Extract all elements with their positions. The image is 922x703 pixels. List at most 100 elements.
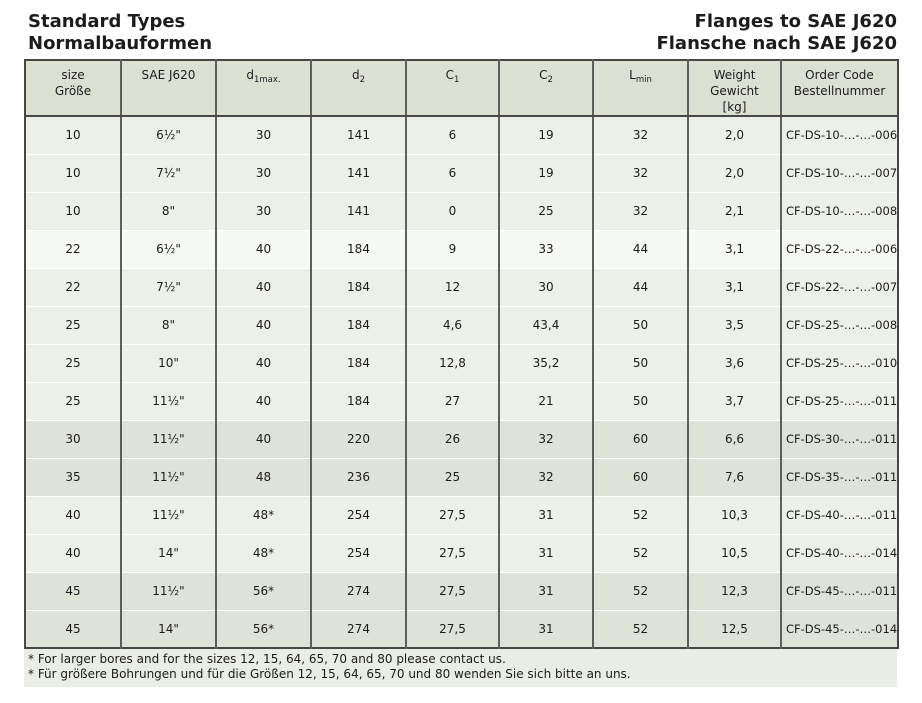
cell-sae-j620: 11½" <box>120 381 216 420</box>
cell-weight: 2,1 <box>687 191 781 230</box>
cell-d2: 141 <box>310 153 406 192</box>
cell-sae-j620: 7½" <box>120 153 216 192</box>
cell-c2: 19 <box>498 153 593 192</box>
cell-c1: 4,6 <box>405 305 499 344</box>
cell-d2: 141 <box>310 191 406 230</box>
cell-c2: 35,2 <box>498 343 593 382</box>
cell-sae-j620: 11½" <box>120 419 216 458</box>
cell-lmin: 52 <box>592 571 688 610</box>
cell-size: 35 <box>25 457 121 496</box>
cell-sae-j620: 14" <box>120 609 216 648</box>
cell-c2: 21 <box>498 381 593 420</box>
cell-d2: 254 <box>310 495 406 534</box>
cell-order-code: CF-DS-30-…-…-011 <box>780 419 898 458</box>
table-row: 10 8" 30 141 0 25 32 2,1 CF-DS-10-…-…-008 <box>25 191 898 230</box>
datasheet-page: { "header": { "title_left_line1": "Stand… <box>0 11 922 703</box>
cell-c2: 31 <box>498 609 593 648</box>
column-header-size: size Größe <box>25 60 121 117</box>
cell-d1max: 40 <box>215 381 311 420</box>
title-de: Normalbauformen <box>28 33 213 54</box>
cell-weight: 10,3 <box>687 495 781 534</box>
column-header-c2: C2 <box>498 60 593 117</box>
cell-order-code: CF-DS-25-…-…-010 <box>780 343 898 382</box>
cell-lmin: 50 <box>592 305 688 344</box>
cell-sae-j620: 11½" <box>120 571 216 610</box>
table-row: 30 11½" 40 220 26 32 60 6,6 CF-DS-30-…-…-011 <box>25 419 898 458</box>
cell-c2: 43,4 <box>498 305 593 344</box>
table-row: 40 11½" 48* 254 27,5 31 52 10,3 CF-DS-40-…-…-011 <box>25 495 898 534</box>
cell-d2: 141 <box>310 116 406 154</box>
cell-c1: 25 <box>405 457 499 496</box>
subtitle-en: Flanges to SAE J620 <box>694 11 897 32</box>
cell-sae-j620: 10" <box>120 343 216 382</box>
table-body: 10 6½" 30 141 6 19 32 2,0 CF-DS-10-…-…-006 10 7½" 3… <box>25 116 898 648</box>
cell-lmin: 60 <box>592 457 688 496</box>
cell-size: 10 <box>25 116 121 154</box>
table-row: 22 7½" 40 184 12 30 44 3,1 CF-DS-22-…-…-007 <box>25 267 898 306</box>
cell-d2: 184 <box>310 305 406 344</box>
cell-order-code: CF-DS-10-…-…-007 <box>780 153 898 192</box>
cell-weight: 3,1 <box>687 229 781 268</box>
cell-weight: 3,5 <box>687 305 781 344</box>
cell-sae-j620: 14" <box>120 533 216 572</box>
table-row: 25 11½" 40 184 27 21 50 3,7 CF-DS-25-…-…-011 <box>25 381 898 420</box>
footnote-de: * Für größere Bohrungen und für die Größ… <box>28 667 631 681</box>
cell-c1: 27,5 <box>405 495 499 534</box>
cell-lmin: 44 <box>592 229 688 268</box>
cell-d1max: 40 <box>215 419 311 458</box>
cell-d1max: 30 <box>215 153 311 192</box>
cell-sae-j620: 8" <box>120 191 216 230</box>
cell-c2: 32 <box>498 419 593 458</box>
cell-order-code: CF-DS-22-…-…-007 <box>780 267 898 306</box>
cell-weight: 3,1 <box>687 267 781 306</box>
cell-c1: 6 <box>405 153 499 192</box>
table-row: 25 8" 40 184 4,6 43,4 50 3,5 CF-DS-25-…-…-008 <box>25 305 898 344</box>
table-row: 45 11½" 56* 274 27,5 31 52 12,3 CF-DS-45-…-…-011 <box>25 571 898 610</box>
cell-c2: 19 <box>498 116 593 154</box>
cell-d2: 274 <box>310 571 406 610</box>
cell-d1max: 48* <box>215 533 311 572</box>
cell-size: 45 <box>25 609 121 648</box>
cell-order-code: CF-DS-45-…-…-014 <box>780 609 898 648</box>
table-header-row: size Größe SAE J620 d1max. d2 C1 C2 Lmin Weight G… <box>25 60 898 117</box>
table-row: 45 14" 56* 274 27,5 31 52 12,5 CF-DS-45-…-…-014 <box>25 609 898 648</box>
cell-c1: 12,8 <box>405 343 499 382</box>
cell-size: 40 <box>25 533 121 572</box>
cell-order-code: CF-DS-40-…-…-011 <box>780 495 898 534</box>
cell-sae-j620: 11½" <box>120 457 216 496</box>
page-title-left: Standard Types Normalbauformen <box>24 11 212 55</box>
cell-sae-j620: 11½" <box>120 495 216 534</box>
cell-lmin: 50 <box>592 381 688 420</box>
table-row: 10 6½" 30 141 6 19 32 2,0 CF-DS-10-…-…-006 <box>25 116 898 154</box>
cell-order-code: CF-DS-10-…-…-008 <box>780 191 898 230</box>
cell-order-code: CF-DS-35-…-…-011 <box>780 457 898 496</box>
cell-d1max: 56* <box>215 609 311 648</box>
cell-weight: 6,6 <box>687 419 781 458</box>
table-row: 25 10" 40 184 12,8 35,2 50 3,6 CF-DS-25-…-…-010 <box>25 343 898 382</box>
subtitle-de: Flansche nach SAE J620 <box>656 33 897 54</box>
cell-d2: 254 <box>310 533 406 572</box>
column-header-sae-j620: SAE J620 <box>120 60 216 117</box>
cell-lmin: 44 <box>592 267 688 306</box>
cell-size: 10 <box>25 191 121 230</box>
cell-size: 25 <box>25 343 121 382</box>
cell-d2: 184 <box>310 343 406 382</box>
cell-c1: 27 <box>405 381 499 420</box>
cell-d1max: 30 <box>215 116 311 154</box>
column-header-order-code: Order Code Bestellnummer <box>780 60 898 117</box>
cell-c1: 9 <box>405 229 499 268</box>
table-row: 10 7½" 30 141 6 19 32 2,0 CF-DS-10-…-…-007 <box>25 153 898 192</box>
cell-lmin: 50 <box>592 343 688 382</box>
cell-c2: 31 <box>498 571 593 610</box>
cell-d2: 236 <box>310 457 406 496</box>
flange-dimensions-table: size Größe SAE J620 d1max. d2 C1 C2 Lmin Weight G… <box>24 59 899 649</box>
cell-order-code: CF-DS-40-…-…-014 <box>780 533 898 572</box>
cell-d2: 220 <box>310 419 406 458</box>
footnote-en: * For larger bores and for the sizes 12,… <box>28 652 506 666</box>
cell-sae-j620: 6½" <box>120 229 216 268</box>
cell-d1max: 30 <box>215 191 311 230</box>
cell-d2: 274 <box>310 609 406 648</box>
cell-lmin: 52 <box>592 495 688 534</box>
cell-c1: 26 <box>405 419 499 458</box>
table-row: 35 11½" 48 236 25 32 60 7,6 CF-DS-35-…-…-011 <box>25 457 898 496</box>
